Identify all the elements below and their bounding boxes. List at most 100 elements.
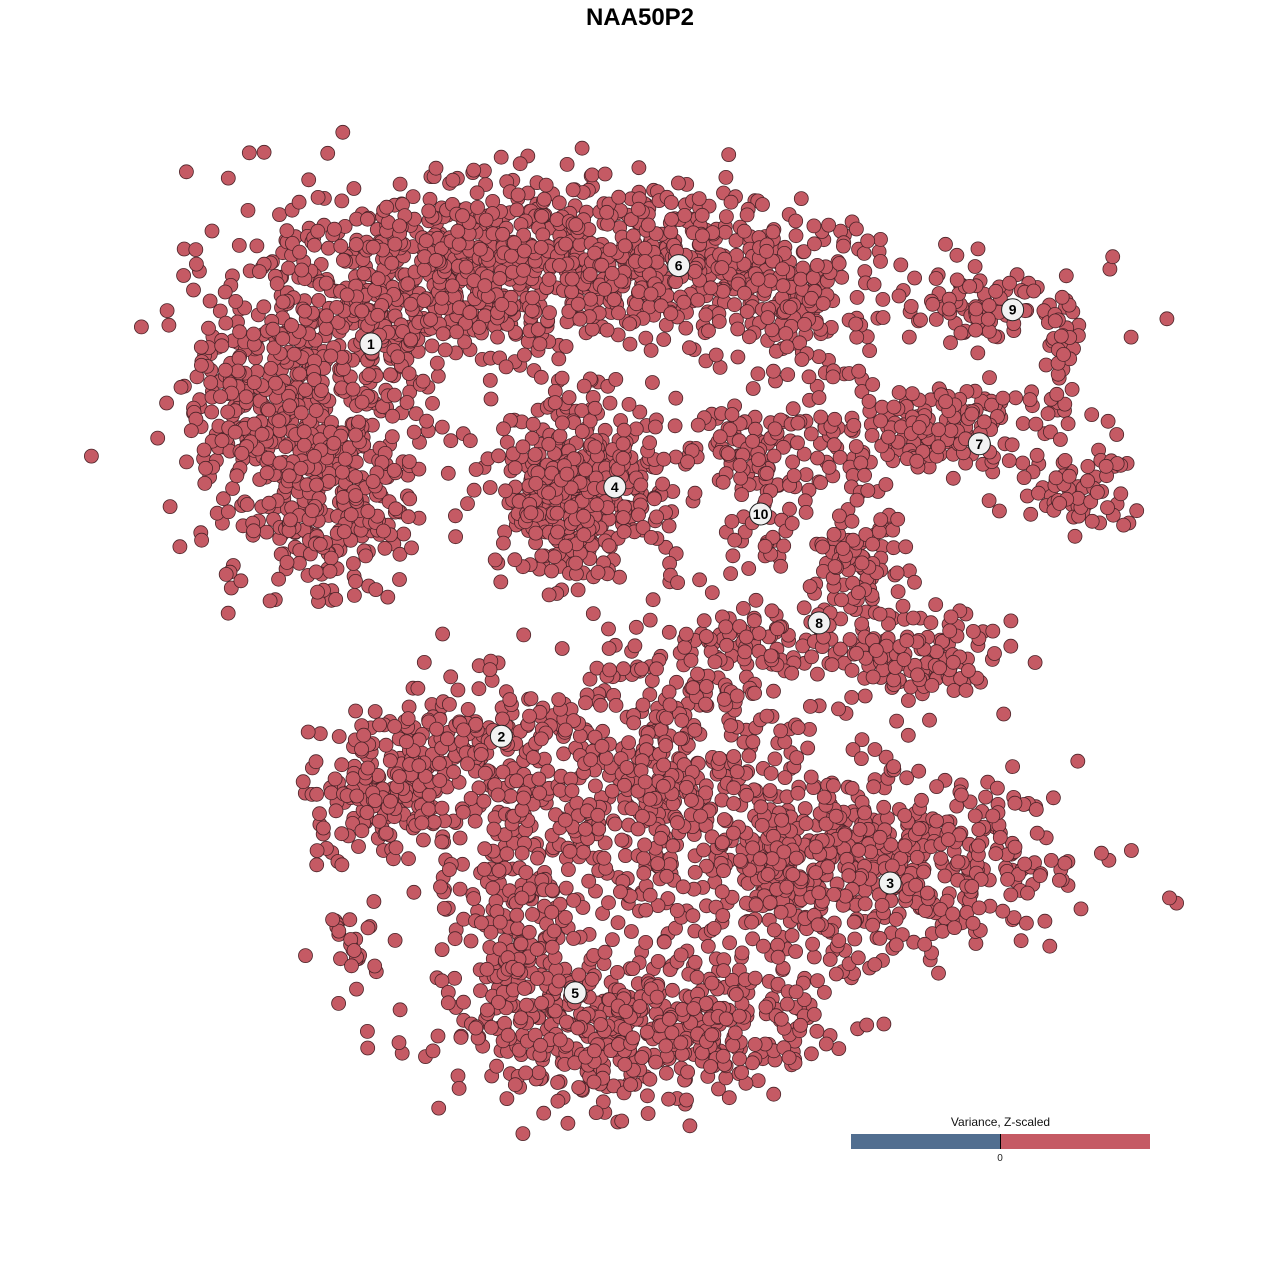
data-point bbox=[971, 838, 986, 854]
data-point bbox=[456, 994, 471, 1010]
data-point bbox=[725, 1038, 741, 1053]
data-point bbox=[300, 724, 316, 740]
data-point bbox=[631, 284, 647, 300]
data-point bbox=[810, 450, 825, 466]
data-point bbox=[690, 417, 706, 433]
data-point bbox=[656, 451, 672, 467]
data-point bbox=[487, 552, 503, 568]
data-point bbox=[785, 401, 801, 417]
data-point bbox=[981, 298, 997, 314]
data-point bbox=[730, 349, 746, 365]
data-point bbox=[306, 237, 322, 253]
data-point bbox=[945, 906, 961, 922]
data-point bbox=[308, 564, 324, 580]
data-point bbox=[563, 499, 579, 515]
data-point bbox=[541, 587, 557, 603]
data-point bbox=[196, 442, 212, 458]
data-point bbox=[421, 801, 436, 817]
data-point bbox=[937, 868, 953, 884]
data-point bbox=[529, 971, 545, 986]
data-point bbox=[462, 433, 478, 449]
data-point bbox=[534, 995, 549, 1011]
data-point bbox=[1020, 885, 1035, 901]
data-point bbox=[370, 271, 386, 287]
data-point bbox=[798, 816, 814, 831]
data-point bbox=[682, 340, 697, 356]
data-point bbox=[599, 322, 615, 338]
data-point bbox=[292, 244, 308, 260]
data-point bbox=[246, 326, 262, 342]
data-point bbox=[434, 419, 450, 435]
data-point bbox=[386, 387, 402, 403]
data-point bbox=[943, 335, 958, 351]
data-point bbox=[576, 527, 592, 543]
data-point bbox=[460, 496, 475, 512]
data-point bbox=[493, 149, 509, 165]
data-point bbox=[860, 233, 876, 249]
data-point bbox=[512, 156, 528, 172]
data-point bbox=[468, 462, 484, 477]
data-point bbox=[602, 395, 618, 411]
data-point bbox=[608, 371, 624, 387]
data-point bbox=[179, 454, 194, 470]
data-point bbox=[943, 423, 959, 438]
data-point bbox=[452, 830, 468, 846]
data-point bbox=[779, 339, 795, 355]
data-point bbox=[534, 548, 550, 564]
data-point bbox=[1067, 528, 1083, 544]
data-point bbox=[231, 237, 247, 253]
data-point bbox=[262, 593, 278, 609]
data-point bbox=[724, 514, 740, 529]
data-point bbox=[734, 945, 750, 961]
data-point bbox=[849, 646, 864, 661]
data-point bbox=[201, 320, 216, 336]
data-point bbox=[304, 503, 320, 519]
data-point bbox=[586, 1074, 602, 1090]
data-point bbox=[608, 698, 624, 713]
data-point bbox=[528, 525, 544, 541]
data-point bbox=[531, 1065, 547, 1080]
data-point bbox=[455, 208, 470, 224]
data-point bbox=[1094, 845, 1109, 861]
data-point bbox=[806, 949, 822, 965]
data-point bbox=[159, 303, 175, 319]
data-point bbox=[460, 702, 476, 717]
chart-title: NAA50P2 bbox=[585, 4, 695, 31]
data-point bbox=[886, 399, 902, 415]
data-point bbox=[188, 256, 204, 272]
data-point bbox=[344, 958, 359, 974]
data-point bbox=[265, 321, 281, 337]
data-point bbox=[571, 967, 587, 983]
data-point bbox=[275, 331, 291, 347]
data-point bbox=[1004, 437, 1020, 453]
data-point bbox=[810, 973, 825, 988]
data-point bbox=[995, 390, 1011, 406]
data-point bbox=[458, 259, 474, 275]
data-point bbox=[1005, 759, 1020, 774]
data-point bbox=[854, 555, 870, 571]
data-point bbox=[804, 649, 819, 665]
data-point bbox=[751, 452, 766, 468]
data-point bbox=[971, 822, 987, 837]
data-point bbox=[574, 140, 590, 156]
data-point bbox=[680, 454, 695, 470]
data-point bbox=[797, 316, 812, 332]
data-point bbox=[593, 1017, 609, 1032]
data-point bbox=[533, 240, 549, 255]
data-point bbox=[384, 429, 400, 445]
data-point bbox=[745, 1055, 760, 1071]
data-point bbox=[291, 194, 307, 210]
data-point bbox=[263, 360, 279, 376]
data-point bbox=[918, 903, 933, 919]
data-point bbox=[794, 352, 810, 367]
data-point bbox=[895, 598, 911, 614]
data-point bbox=[282, 398, 298, 414]
data-point bbox=[183, 423, 199, 439]
data-point bbox=[643, 342, 659, 358]
data-point bbox=[133, 319, 149, 335]
data-point bbox=[552, 428, 568, 444]
data-point bbox=[550, 1093, 566, 1109]
data-point bbox=[281, 260, 296, 276]
data-point bbox=[334, 193, 350, 209]
data-point bbox=[471, 319, 487, 335]
